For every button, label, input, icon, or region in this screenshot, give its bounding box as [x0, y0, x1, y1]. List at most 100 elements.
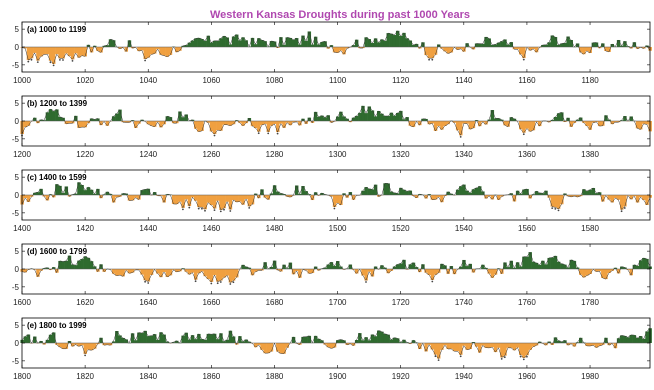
wet-year-bar — [197, 333, 201, 343]
dry-year-bar — [616, 195, 621, 200]
x-tick-label: 1080 — [266, 76, 284, 85]
dry-year-bar — [124, 121, 129, 123]
dry-year-bar — [443, 121, 447, 126]
dry-year-bar — [427, 121, 431, 125]
dry-year-bar — [585, 343, 589, 346]
wet-year-bar — [64, 186, 69, 195]
panels: 5 0 -5 1000 1020 1040 1060 1080 1100 1120 1140 1160… — [12, 21, 652, 381]
dry-year-bar — [503, 121, 507, 126]
dry-year-bar — [433, 47, 438, 55]
wet-year-bar — [247, 118, 252, 121]
wet-year-bar — [411, 340, 416, 343]
extreme-dot — [36, 61, 39, 63]
wet-year-bar — [506, 267, 510, 269]
wet-year-bar — [487, 38, 491, 47]
wet-year-bar — [51, 267, 56, 269]
dry-year-bar — [298, 121, 302, 126]
dry-year-bar — [55, 269, 59, 273]
wet-year-bar — [108, 39, 113, 47]
dry-year-bar — [329, 343, 334, 349]
dry-year-bar — [121, 121, 125, 123]
dry-year-bar — [572, 121, 577, 123]
wet-year-bar — [364, 337, 368, 343]
wet-year-bar — [522, 256, 526, 269]
wet-year-bar — [635, 337, 640, 343]
dry-year-bar — [534, 47, 539, 53]
dry-year-bar — [585, 269, 589, 276]
dry-year-bar — [190, 195, 195, 198]
wet-year-bar — [515, 262, 520, 269]
wet-year-bar — [70, 194, 75, 195]
wet-year-bar — [632, 264, 637, 269]
wet-year-bar — [481, 264, 485, 269]
dry-year-bar — [484, 343, 488, 348]
dry-year-bar — [519, 121, 523, 130]
wet-year-bar — [313, 36, 318, 47]
anomaly-line — [21, 328, 651, 360]
anomaly-bars — [20, 252, 652, 283]
dry-year-bar — [77, 343, 81, 347]
y-tick-label: 0 — [15, 339, 20, 348]
wet-year-bar — [377, 42, 381, 47]
dry-year-bar — [279, 121, 283, 124]
x-tick-label: 1800 — [13, 372, 31, 381]
wet-year-bar — [566, 36, 570, 47]
wet-year-bar — [310, 44, 315, 47]
wet-year-bar — [152, 192, 157, 195]
dry-year-bar — [566, 343, 570, 346]
dry-year-bar — [175, 47, 179, 53]
dry-year-bar — [496, 195, 501, 200]
wet-year-bar — [642, 338, 646, 343]
wet-year-bar — [291, 336, 296, 343]
dry-year-bar — [231, 121, 236, 125]
dry-year-bar — [474, 343, 479, 347]
dry-year-bar — [430, 121, 435, 124]
dry-year-bar — [269, 121, 274, 126]
x-tick-label: 1680 — [266, 298, 284, 307]
wet-year-bar — [61, 192, 65, 195]
wet-year-bar — [638, 336, 643, 343]
dry-year-bar — [471, 121, 476, 129]
dry-year-bar — [642, 121, 646, 124]
dry-year-bar — [626, 269, 630, 270]
wet-year-bar — [102, 45, 106, 47]
wet-year-bar — [301, 35, 305, 47]
dry-year-bar — [143, 269, 147, 281]
wet-year-bar — [616, 338, 621, 343]
dry-year-bar — [569, 195, 573, 197]
x-tick-label: 1840 — [139, 372, 157, 381]
dry-year-bar — [525, 47, 529, 48]
extreme-dot — [522, 358, 525, 361]
wet-year-bar — [250, 37, 255, 47]
wet-year-bar — [528, 252, 532, 269]
dry-year-bar — [326, 343, 330, 348]
wet-year-bar — [111, 341, 116, 343]
x-tick-label: 1000 — [13, 76, 31, 85]
dry-year-bar — [332, 47, 337, 53]
wet-year-bar — [342, 340, 346, 343]
wet-year-bar — [156, 339, 160, 343]
dry-year-bar — [48, 269, 53, 270]
wet-year-bar — [111, 116, 116, 121]
wet-year-bar — [127, 40, 132, 47]
dry-year-bar — [276, 269, 280, 271]
x-tick-label: 1340 — [455, 150, 473, 159]
wet-year-bar — [238, 40, 242, 47]
wet-year-bar — [175, 340, 179, 343]
wet-year-bar — [298, 193, 302, 195]
wet-year-bar — [443, 265, 447, 269]
y-tick-label: 5 — [15, 99, 20, 108]
wet-year-bar — [629, 334, 633, 343]
wet-year-bar — [626, 337, 630, 343]
dry-year-bar — [465, 121, 469, 124]
wet-year-bar — [550, 119, 555, 121]
dry-year-bar — [569, 121, 573, 127]
wet-year-bar — [345, 118, 349, 121]
wet-year-bar — [99, 337, 103, 343]
dry-year-bar — [348, 343, 353, 344]
dry-year-bar — [635, 195, 640, 203]
dry-year-bar — [134, 269, 138, 270]
dry-year-bar — [500, 195, 504, 197]
dry-year-bar — [33, 47, 37, 53]
wet-year-bar — [367, 340, 372, 343]
